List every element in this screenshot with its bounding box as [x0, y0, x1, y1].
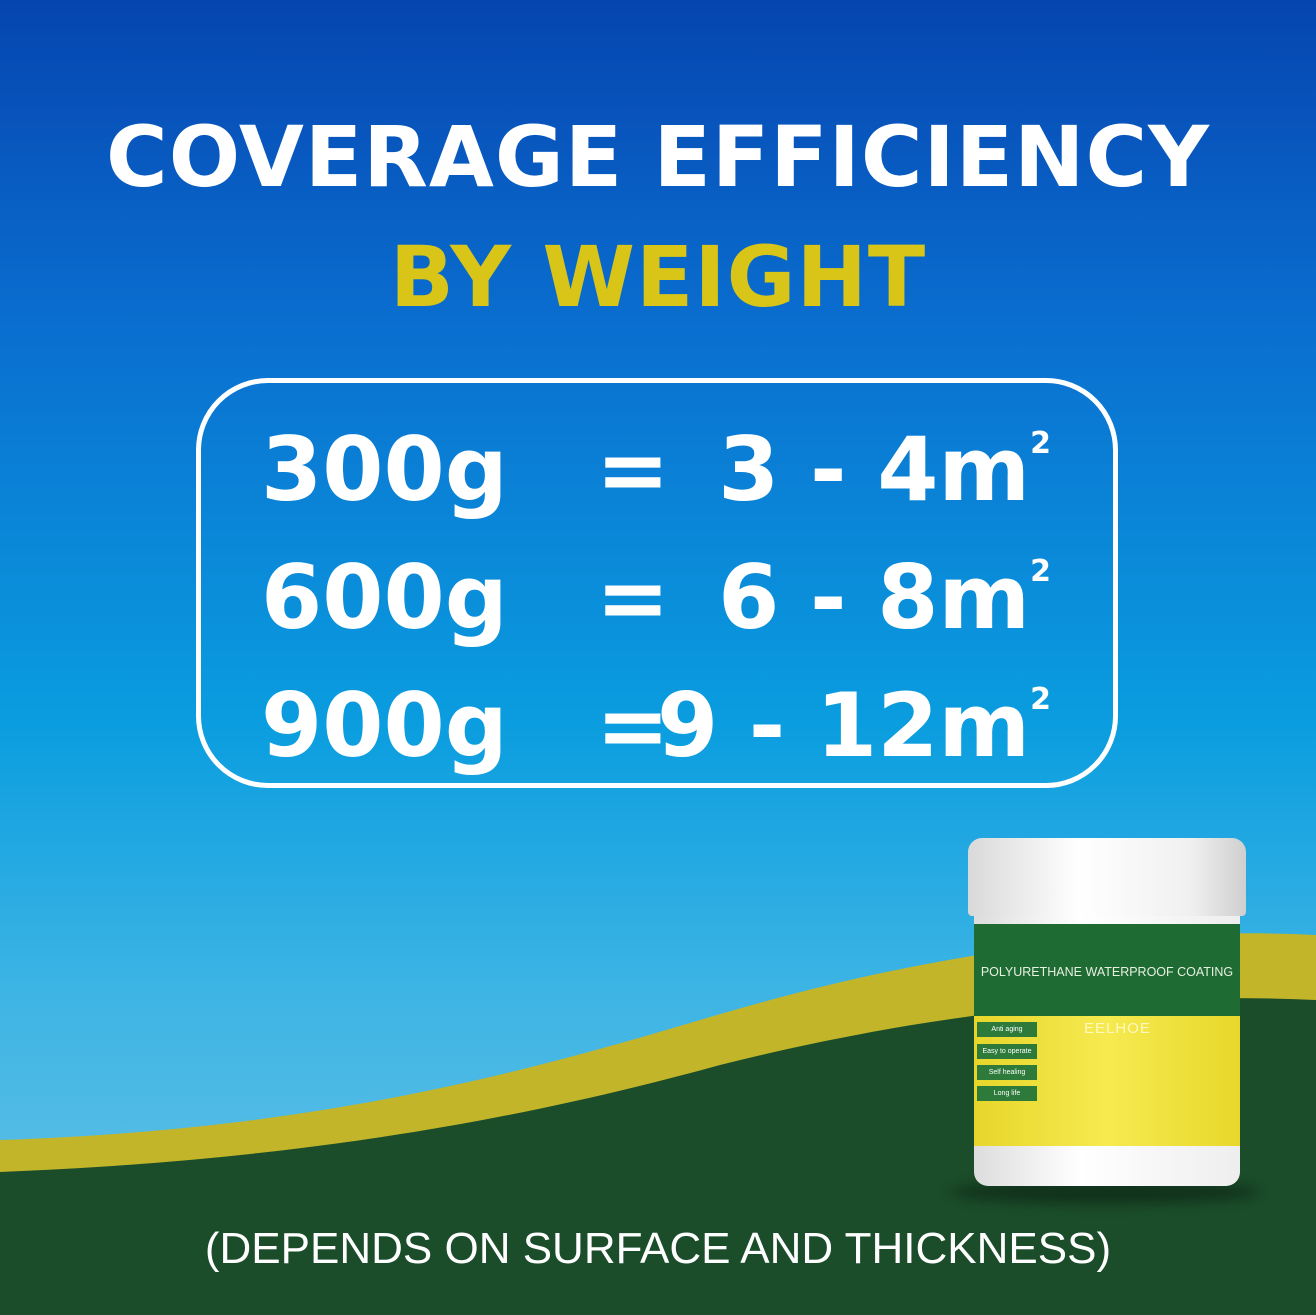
jar-label: EELHOE Anti aging Easy to operate Self h…	[974, 1016, 1240, 1146]
footnote: (DEPENDS ON SURFACE AND THICKNESS)	[204, 1224, 1112, 1273]
jar-lid	[968, 838, 1246, 916]
equals: =	[596, 546, 670, 649]
equals: =	[596, 674, 670, 777]
coverage-row: 300g = 3 - 4m2	[201, 418, 1113, 538]
weight: 900g	[261, 674, 508, 777]
range: 9 - 12m2	[656, 674, 1051, 777]
coverage-table: 300g = 3 - 4m2 600g = 6 - 8m2 900g = 9 -…	[196, 378, 1118, 788]
title-line-1: COVERAGE EFFICIENCY	[106, 108, 1210, 206]
title-line-2: BY WEIGHT	[389, 228, 927, 326]
product-name: POLYURETHANE WATERPROOF COATING	[974, 924, 1240, 1016]
coverage-row: 600g = 6 - 8m2	[201, 546, 1113, 666]
feature-badge: Self healing	[977, 1065, 1037, 1080]
brand-name: EELHOE	[1084, 1020, 1151, 1037]
range: 3 - 4m2	[718, 418, 1051, 521]
product-jar: POLYURETHANE WATERPROOF COATING EELHOE A…	[968, 838, 1246, 1188]
equals: =	[596, 418, 670, 521]
weight: 600g	[261, 546, 508, 649]
weight: 300g	[261, 418, 508, 521]
feature-badge: Long life	[977, 1086, 1037, 1101]
feature-badge: Easy to operate	[977, 1044, 1037, 1059]
range: 6 - 8m2	[718, 546, 1051, 649]
jar-body: POLYURETHANE WATERPROOF COATING EELHOE A…	[974, 916, 1240, 1186]
coverage-row: 900g = 9 - 12m2	[201, 674, 1113, 794]
feature-badge: Anti aging	[977, 1022, 1037, 1037]
